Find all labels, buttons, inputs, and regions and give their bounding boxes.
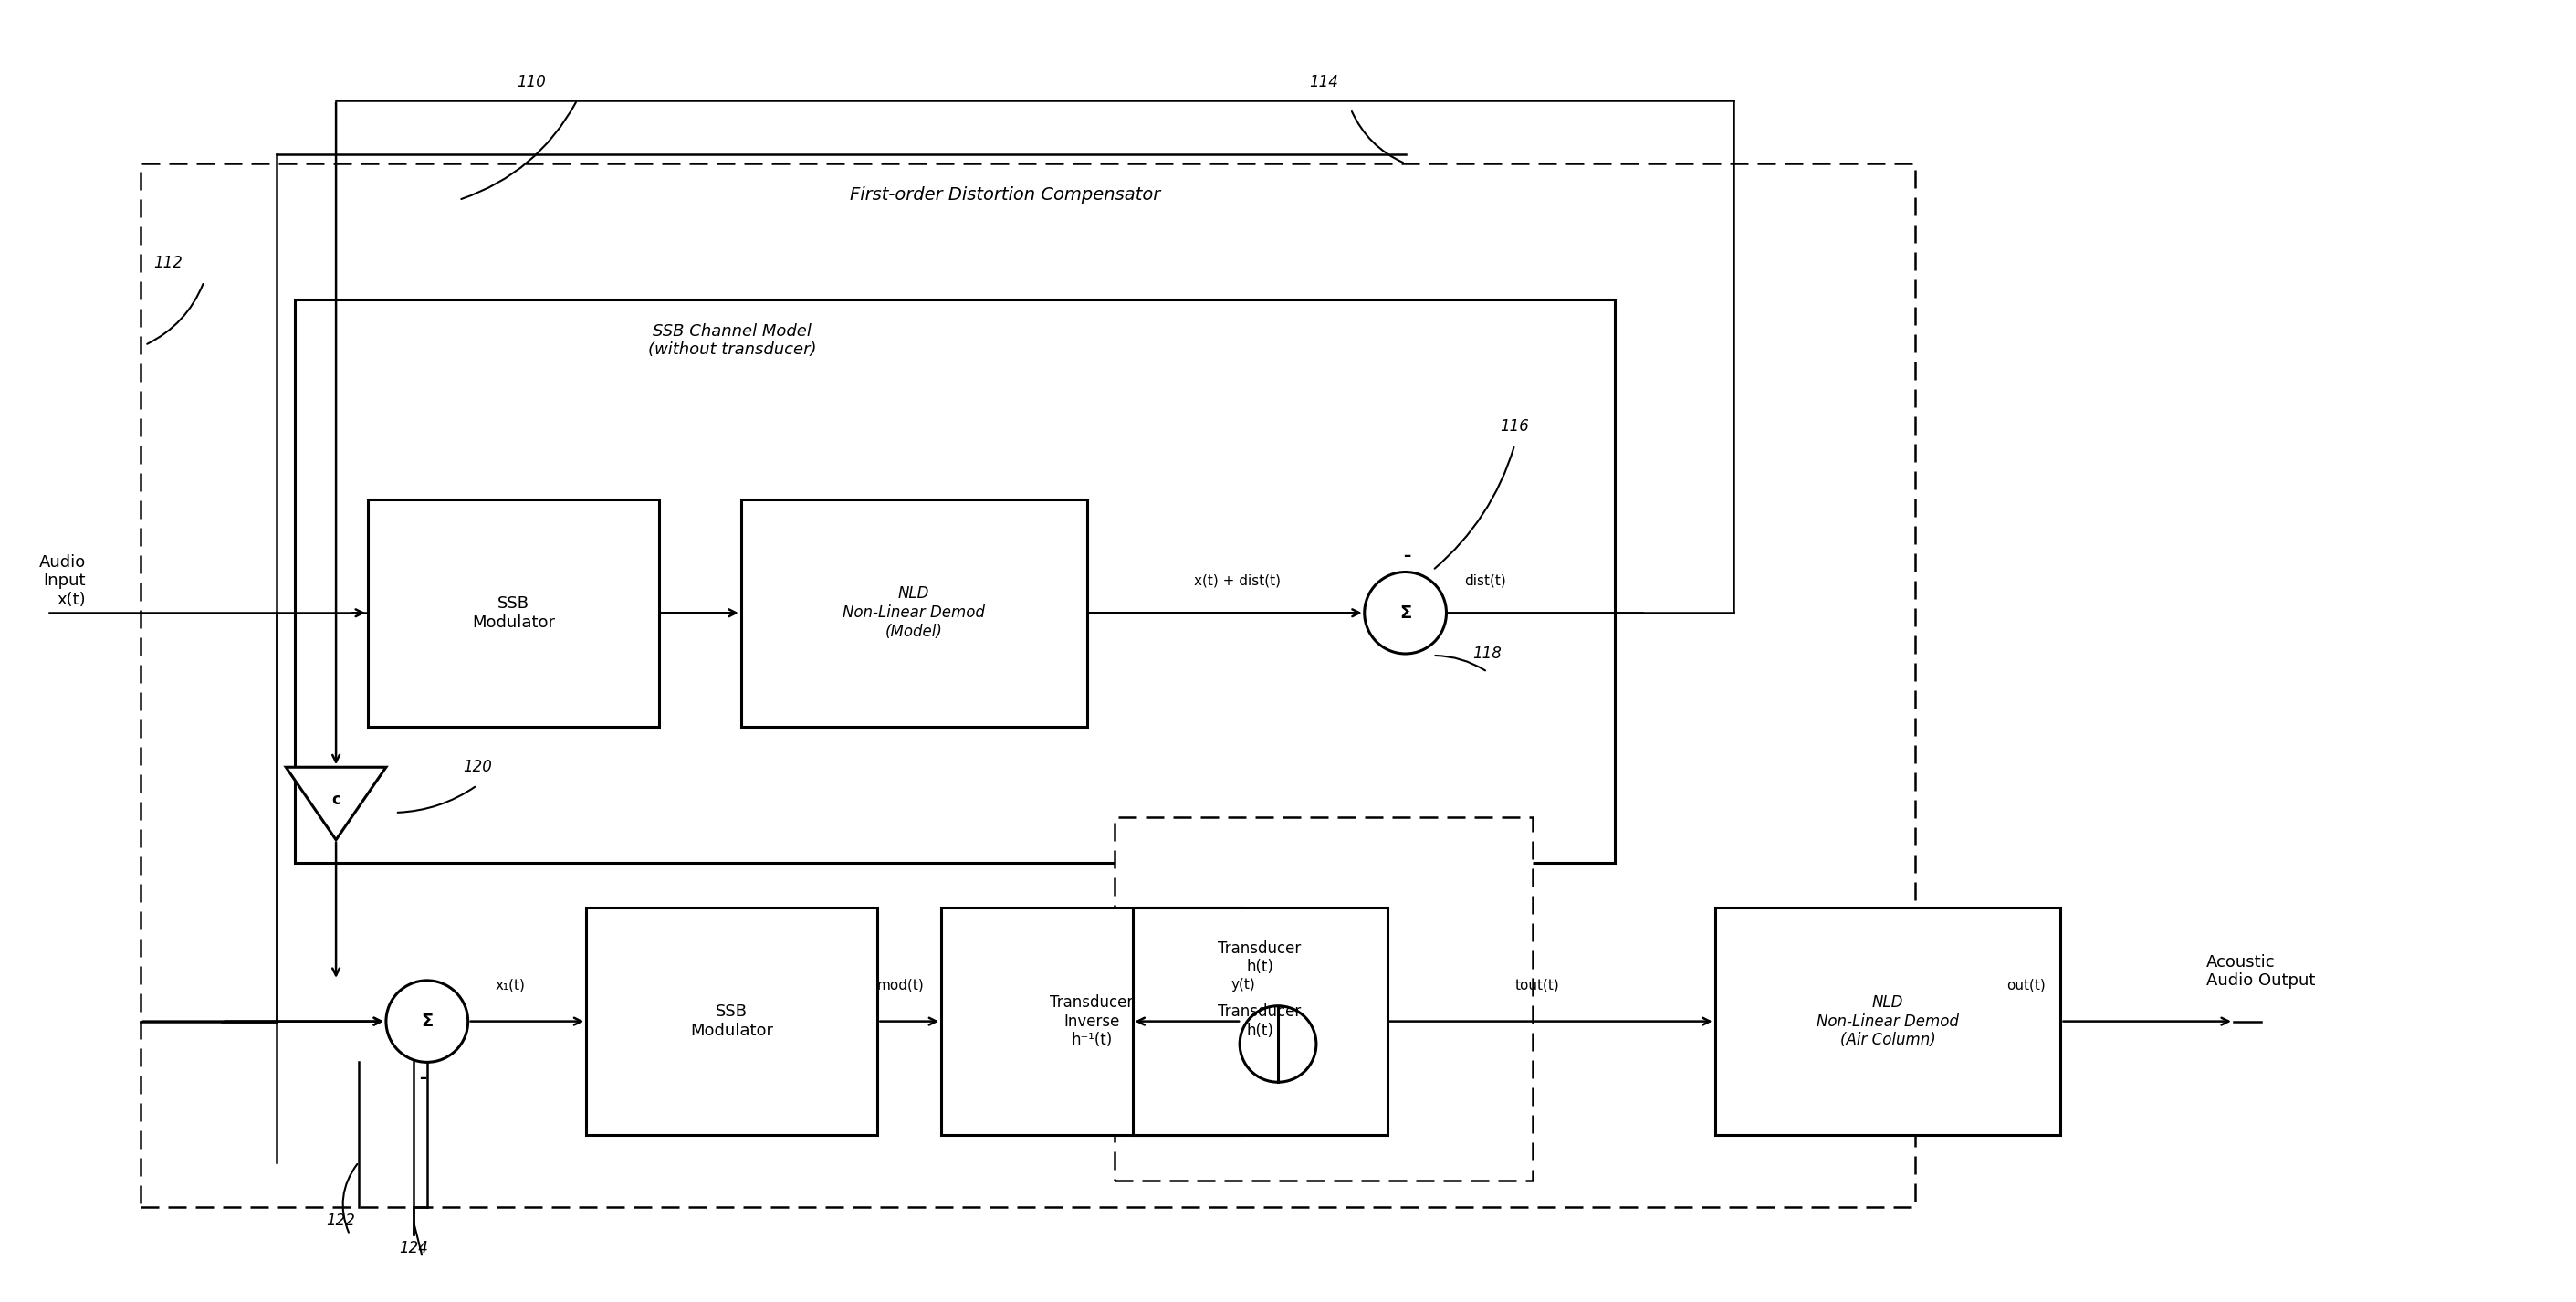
Text: 116: 116: [1499, 418, 1530, 435]
Bar: [940, 907, 1242, 1135]
Text: NLD
Non-Linear Demod
(Air Column): NLD Non-Linear Demod (Air Column): [1816, 995, 1958, 1048]
Text: 124: 124: [399, 1240, 428, 1256]
Bar: [587, 907, 878, 1135]
Bar: [1716, 907, 2061, 1135]
Text: Acoustic
Audio Output: Acoustic Audio Output: [2205, 953, 2316, 990]
Text: SSB
Modulator: SSB Modulator: [690, 1004, 773, 1039]
Text: 110: 110: [518, 74, 546, 90]
Text: 120: 120: [464, 759, 492, 776]
Text: NLD
Non-Linear Demod
(Model): NLD Non-Linear Demod (Model): [842, 586, 984, 641]
Text: 122: 122: [327, 1213, 355, 1229]
Text: 118: 118: [1473, 646, 1502, 661]
Text: x(t) + dist(t): x(t) + dist(t): [1193, 574, 1280, 589]
Text: Transducer
h(t): Transducer h(t): [1218, 940, 1301, 975]
Text: mod(t): mod(t): [876, 978, 925, 992]
Text: c: c: [332, 792, 340, 809]
Bar: [1133, 907, 1388, 1135]
Text: dist(t): dist(t): [1466, 574, 1507, 589]
Bar: [1115, 818, 1533, 1180]
Bar: [742, 500, 1087, 727]
Text: Transducer
h(t): Transducer h(t): [1218, 1004, 1301, 1039]
Text: Σ: Σ: [420, 1013, 433, 1030]
Text: –: –: [1404, 547, 1412, 564]
Polygon shape: [286, 767, 386, 840]
Text: 114: 114: [1309, 74, 1337, 90]
Text: Σ: Σ: [1399, 604, 1412, 621]
Text: x₁(t): x₁(t): [495, 978, 526, 992]
Text: First-order Distortion Compensator: First-order Distortion Compensator: [850, 186, 1159, 204]
Text: SSB Channel Model
(without transducer): SSB Channel Model (without transducer): [647, 323, 817, 358]
Bar: [139, 164, 1914, 1207]
Text: tout(t): tout(t): [1515, 978, 1558, 992]
Bar: [296, 299, 1615, 862]
Text: Transducer
Inverse
h⁻¹(t): Transducer Inverse h⁻¹(t): [1051, 995, 1133, 1048]
Text: y(t): y(t): [1231, 978, 1255, 992]
Text: SSB
Modulator: SSB Modulator: [471, 595, 554, 630]
Text: 112: 112: [152, 255, 183, 272]
Text: out(t): out(t): [2007, 978, 2045, 992]
Text: –: –: [420, 1070, 425, 1087]
Text: Audio
Input
x(t): Audio Input x(t): [39, 553, 85, 608]
Bar: [368, 500, 659, 727]
